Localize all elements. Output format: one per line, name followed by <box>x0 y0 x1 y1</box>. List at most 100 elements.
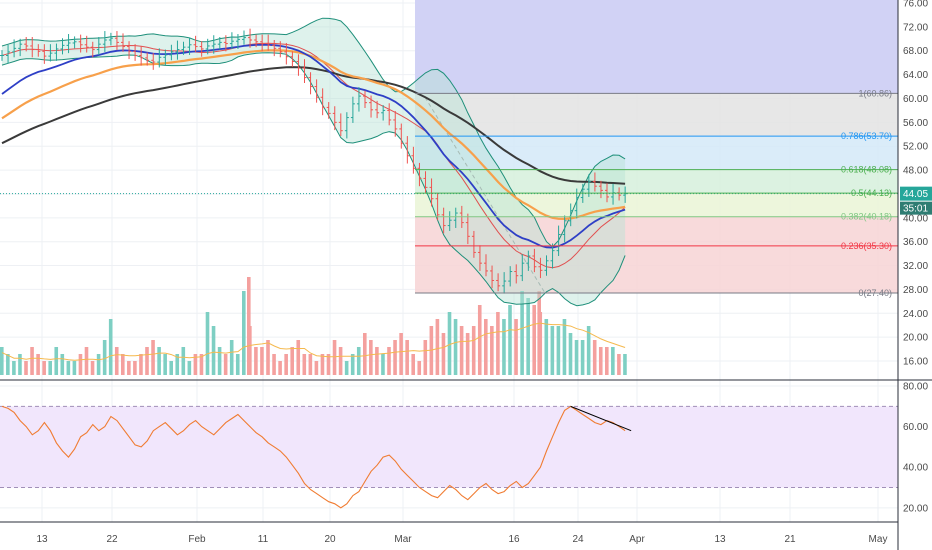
volume-bar <box>320 354 325 375</box>
volume-bar <box>145 347 149 375</box>
price-bar <box>6 44 11 64</box>
price-bar <box>272 39 277 57</box>
price-bar <box>78 34 83 53</box>
fib-level-label: 0.618(48.08) <box>841 165 892 175</box>
price-bar <box>169 44 174 61</box>
volume-bar <box>181 347 186 375</box>
bollinger-bands <box>1 17 626 307</box>
volume-bar <box>199 354 204 375</box>
price-bar <box>375 100 380 119</box>
volume-bar <box>133 361 137 375</box>
countdown-label: 35:01 <box>903 204 928 215</box>
oscillator-line <box>1 405 626 509</box>
volume-bar <box>592 340 597 375</box>
volume-bar <box>526 298 530 375</box>
price-bar <box>84 35 89 53</box>
volume-bar <box>254 347 258 375</box>
volume-bar <box>139 354 143 375</box>
volume-bar <box>12 361 16 375</box>
price-bar <box>284 42 289 65</box>
oscillator-tick-label: 40.00 <box>903 463 928 474</box>
volume-bar <box>0 347 4 375</box>
oscillator-band <box>0 406 898 488</box>
price-bar <box>157 48 162 68</box>
volume-bar <box>447 312 452 375</box>
volume-bar <box>514 319 518 375</box>
price-axis-bg <box>899 0 932 550</box>
price-bar <box>187 37 192 55</box>
price-bar <box>242 30 246 45</box>
volume-bar <box>290 347 294 375</box>
volume-bar <box>562 319 567 375</box>
price-tick-label: 16.00 <box>903 357 928 368</box>
price-bar <box>356 87 361 112</box>
ma-50-line <box>1 43 626 249</box>
price-bar <box>381 105 386 121</box>
volume-bar <box>66 361 71 375</box>
price-tick-label: 60.00 <box>903 94 928 105</box>
volume-bar <box>598 347 603 375</box>
price-bar <box>266 34 271 51</box>
volume-bar <box>477 305 482 375</box>
volume-bar <box>157 347 161 375</box>
volume-bar <box>151 340 155 375</box>
fib-level-label: 0.786(53.70) <box>841 131 892 141</box>
price-bar <box>363 90 367 109</box>
volume-bar <box>496 312 500 375</box>
volume-bar <box>556 326 561 375</box>
price-tick-label: 36.00 <box>903 237 928 248</box>
time-tick-label: 13 <box>36 534 48 545</box>
fib-level-label: 0(27.40) <box>858 288 892 298</box>
volume-bar <box>375 347 379 375</box>
current-price-tag <box>900 186 932 201</box>
price-bar <box>254 34 259 48</box>
volume-bar <box>453 319 458 375</box>
price-bar <box>145 52 150 66</box>
time-tick-label: 21 <box>784 534 796 545</box>
oscillator-trendline <box>570 405 632 432</box>
volume-bar <box>193 354 198 375</box>
volume-bar <box>296 340 301 375</box>
volume-bar <box>332 340 337 375</box>
fib-level-label: 0.236(35.30) <box>841 241 892 251</box>
volume-bar <box>308 354 313 375</box>
time-tick-label: Mar <box>394 534 412 545</box>
price-bar <box>514 264 519 284</box>
price-tick-label: 40.00 <box>903 213 928 224</box>
price-bar <box>278 41 283 58</box>
price-bar <box>405 136 410 164</box>
fib-zone <box>415 0 898 94</box>
price-bar <box>399 123 404 149</box>
price-bar <box>24 37 29 52</box>
volume-bars <box>0 277 627 375</box>
oscillator-panel <box>0 405 898 509</box>
price-bar <box>211 35 216 54</box>
price-tick-label: 56.00 <box>903 118 928 129</box>
volume-bar <box>284 354 288 375</box>
price-bar <box>320 88 325 116</box>
price-bar <box>108 32 113 46</box>
price-bar <box>520 254 525 282</box>
volume-bar <box>242 291 246 375</box>
price-bar <box>60 38 65 55</box>
fibonacci-levels[interactable]: 1(60.86) 0.786(53.70) 0.618(48.08) 0.5(44.1… <box>415 88 898 298</box>
price-tick-label: 68.00 <box>903 46 928 57</box>
moving-average-lines <box>1 43 626 249</box>
price-bar <box>490 265 495 289</box>
volume-bar <box>532 305 536 375</box>
volume-bar <box>574 340 579 375</box>
volume-bar <box>356 347 361 375</box>
time-tick-label: 13 <box>714 534 726 545</box>
volume-bar <box>211 326 216 375</box>
price-bar <box>556 225 561 257</box>
volume-bar <box>42 361 46 375</box>
volume-bar <box>617 354 621 375</box>
price-bar <box>484 254 488 277</box>
volume-bar <box>411 354 415 375</box>
bollinger-fill <box>2 18 626 306</box>
price-bar <box>387 103 392 126</box>
volume-bar <box>78 354 83 375</box>
volume-bar <box>459 326 464 375</box>
volume-bar <box>24 361 28 375</box>
